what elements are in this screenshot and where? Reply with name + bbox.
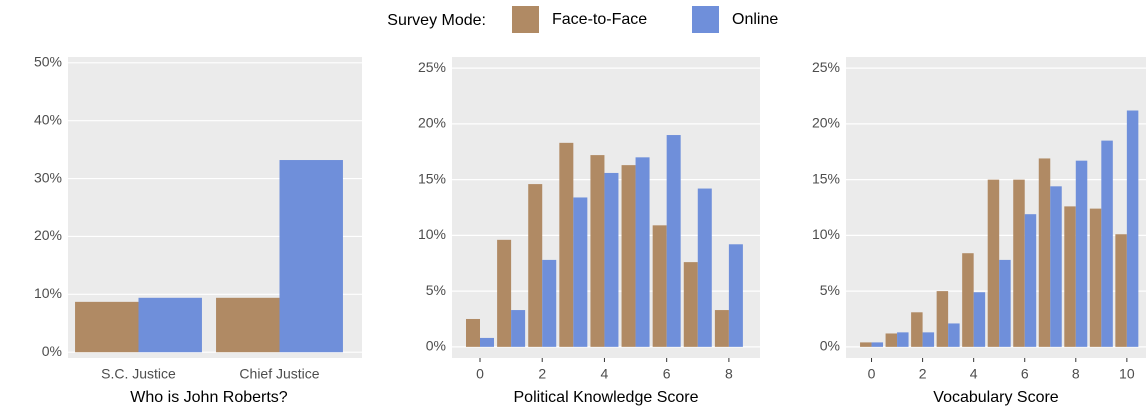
bar: [590, 155, 605, 347]
x-axis-title: Who is John Roberts?: [130, 389, 288, 406]
legend-label: Online: [732, 11, 778, 28]
bar: [466, 318, 480, 347]
bar: [987, 179, 1000, 347]
bar: [683, 262, 698, 347]
y-tick-label: 10%: [34, 285, 62, 301]
bar: [973, 292, 986, 347]
x-tick-label: 0: [476, 366, 484, 382]
y-tick-label: 20%: [812, 115, 840, 131]
bar: [511, 310, 526, 347]
bar: [911, 312, 923, 347]
bar: [999, 259, 1011, 347]
x-axis-title: Political Knowledge Score: [514, 389, 699, 406]
bar: [714, 310, 729, 347]
bar: [860, 342, 872, 347]
bar: [559, 142, 574, 347]
bar: [728, 244, 743, 347]
x-tick-label: 4: [970, 366, 978, 382]
x-tick-label: 10: [1119, 366, 1135, 382]
x-tick-label: Chief Justice: [239, 366, 319, 382]
legend-swatch: [512, 6, 539, 33]
legend-label: Face-to-Face: [552, 11, 647, 28]
y-tick-label: 25%: [418, 59, 446, 75]
x-tick-label: 4: [601, 366, 609, 382]
bar: [1024, 214, 1037, 347]
bar: [635, 157, 650, 347]
bar: [962, 253, 974, 347]
bar: [871, 342, 884, 347]
bar: [1075, 160, 1088, 347]
bar: [666, 135, 681, 347]
y-tick-label: 40%: [34, 111, 62, 127]
x-tick-label: 8: [1072, 366, 1080, 382]
x-tick-label: 6: [663, 366, 671, 382]
x-tick-label: 0: [868, 366, 876, 382]
bar: [1038, 158, 1051, 347]
bar: [1115, 234, 1127, 347]
y-tick-label: 5%: [820, 282, 840, 298]
legend-swatch: [692, 6, 719, 33]
y-tick-label: 5%: [426, 282, 446, 298]
bar: [542, 259, 557, 347]
bar: [936, 291, 949, 347]
bar: [885, 333, 898, 347]
y-tick-label: 20%: [418, 115, 446, 131]
y-tick-label: 10%: [418, 226, 446, 242]
y-tick-label: 0%: [426, 338, 446, 354]
bar: [1101, 140, 1113, 347]
y-tick-label: 15%: [812, 170, 840, 186]
bar: [652, 225, 667, 347]
bar: [621, 165, 636, 347]
bar: [697, 188, 712, 347]
y-tick-label: 0%: [42, 343, 62, 359]
bar: [138, 297, 202, 353]
bar: [480, 337, 494, 347]
bar: [573, 197, 588, 347]
bar: [1126, 110, 1139, 347]
x-tick-label: 2: [538, 366, 546, 382]
x-tick-label: 8: [725, 366, 733, 382]
bar: [1089, 208, 1102, 347]
bar: [1013, 179, 1025, 347]
y-tick-label: 50%: [34, 53, 62, 69]
bar: [497, 239, 512, 347]
bar: [922, 332, 935, 347]
y-tick-label: 30%: [34, 169, 62, 185]
y-tick-label: 10%: [812, 226, 840, 242]
y-tick-label: 15%: [418, 170, 446, 186]
bar: [279, 160, 343, 353]
y-tick-label: 25%: [812, 59, 840, 75]
x-tick-label: 6: [1021, 366, 1029, 382]
bar: [1050, 186, 1062, 347]
bar: [948, 323, 960, 347]
y-tick-label: 20%: [34, 227, 62, 243]
bar: [528, 184, 543, 347]
y-tick-label: 0%: [820, 338, 840, 354]
bar: [897, 332, 909, 347]
legend-title: Survey Mode:: [387, 12, 486, 29]
bar: [216, 297, 280, 353]
x-axis-title: Vocabulary Score: [933, 389, 1059, 406]
bar: [75, 301, 139, 353]
bar: [1064, 206, 1076, 347]
bar: [604, 172, 619, 347]
x-tick-label: 2: [919, 366, 927, 382]
x-tick-label: S.C. Justice: [101, 366, 176, 382]
